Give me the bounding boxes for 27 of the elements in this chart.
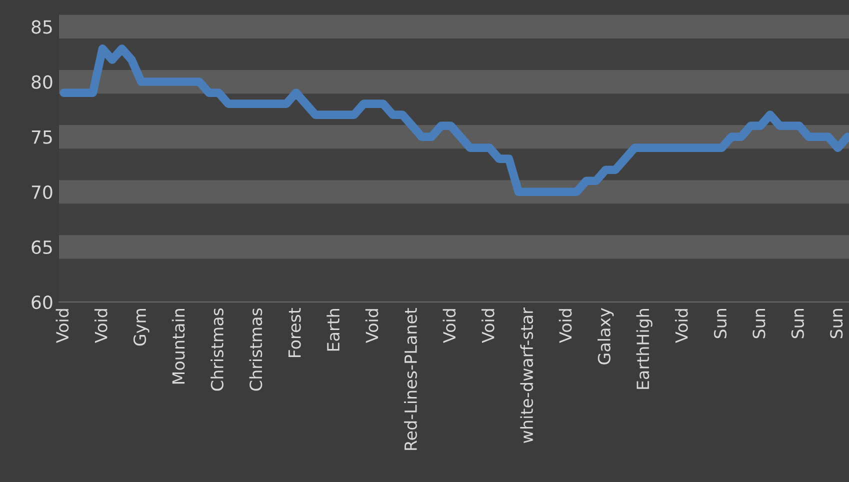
x-tick-label: Void <box>481 309 494 343</box>
y-tick-label: 75 <box>32 130 52 144</box>
y-tick-label: 65 <box>32 240 52 254</box>
x-tick-label: Void <box>365 309 378 343</box>
x-tick-label: Void <box>558 309 572 343</box>
x-tick-label: Galaxy <box>598 308 614 364</box>
x-tick-label: Red-Lines-PLanet <box>404 308 417 450</box>
x-tick-label: Earth <box>326 308 340 351</box>
x-tick-label: Forest <box>288 308 301 358</box>
x-tick-label: Sun <box>830 308 843 338</box>
x-tick-label: Sun <box>752 308 766 338</box>
y-tick-label: 80 <box>32 75 52 89</box>
x-tick-label: Void <box>674 309 688 343</box>
x-tick-label: Gym <box>133 308 150 346</box>
y-tick-label: 85 <box>32 20 52 34</box>
x-tick-label: Sun <box>791 308 804 338</box>
x-tick-label: Mountain <box>172 308 185 384</box>
x-tick-label: Void <box>442 309 456 343</box>
y-tick-label: 60 <box>32 295 52 310</box>
x-tick-label: Christmas <box>249 308 262 391</box>
x-tick-label: Void <box>56 309 69 343</box>
x-tick-label: EarthHigh <box>636 308 652 389</box>
y-tick-label: 70 <box>32 185 52 199</box>
x-tick-label: Christmas <box>210 308 224 391</box>
x-tick-label: white-dwarf-star <box>520 308 534 443</box>
x-tick-label: Void <box>94 309 108 343</box>
x-tick-label: Sun <box>714 308 727 338</box>
